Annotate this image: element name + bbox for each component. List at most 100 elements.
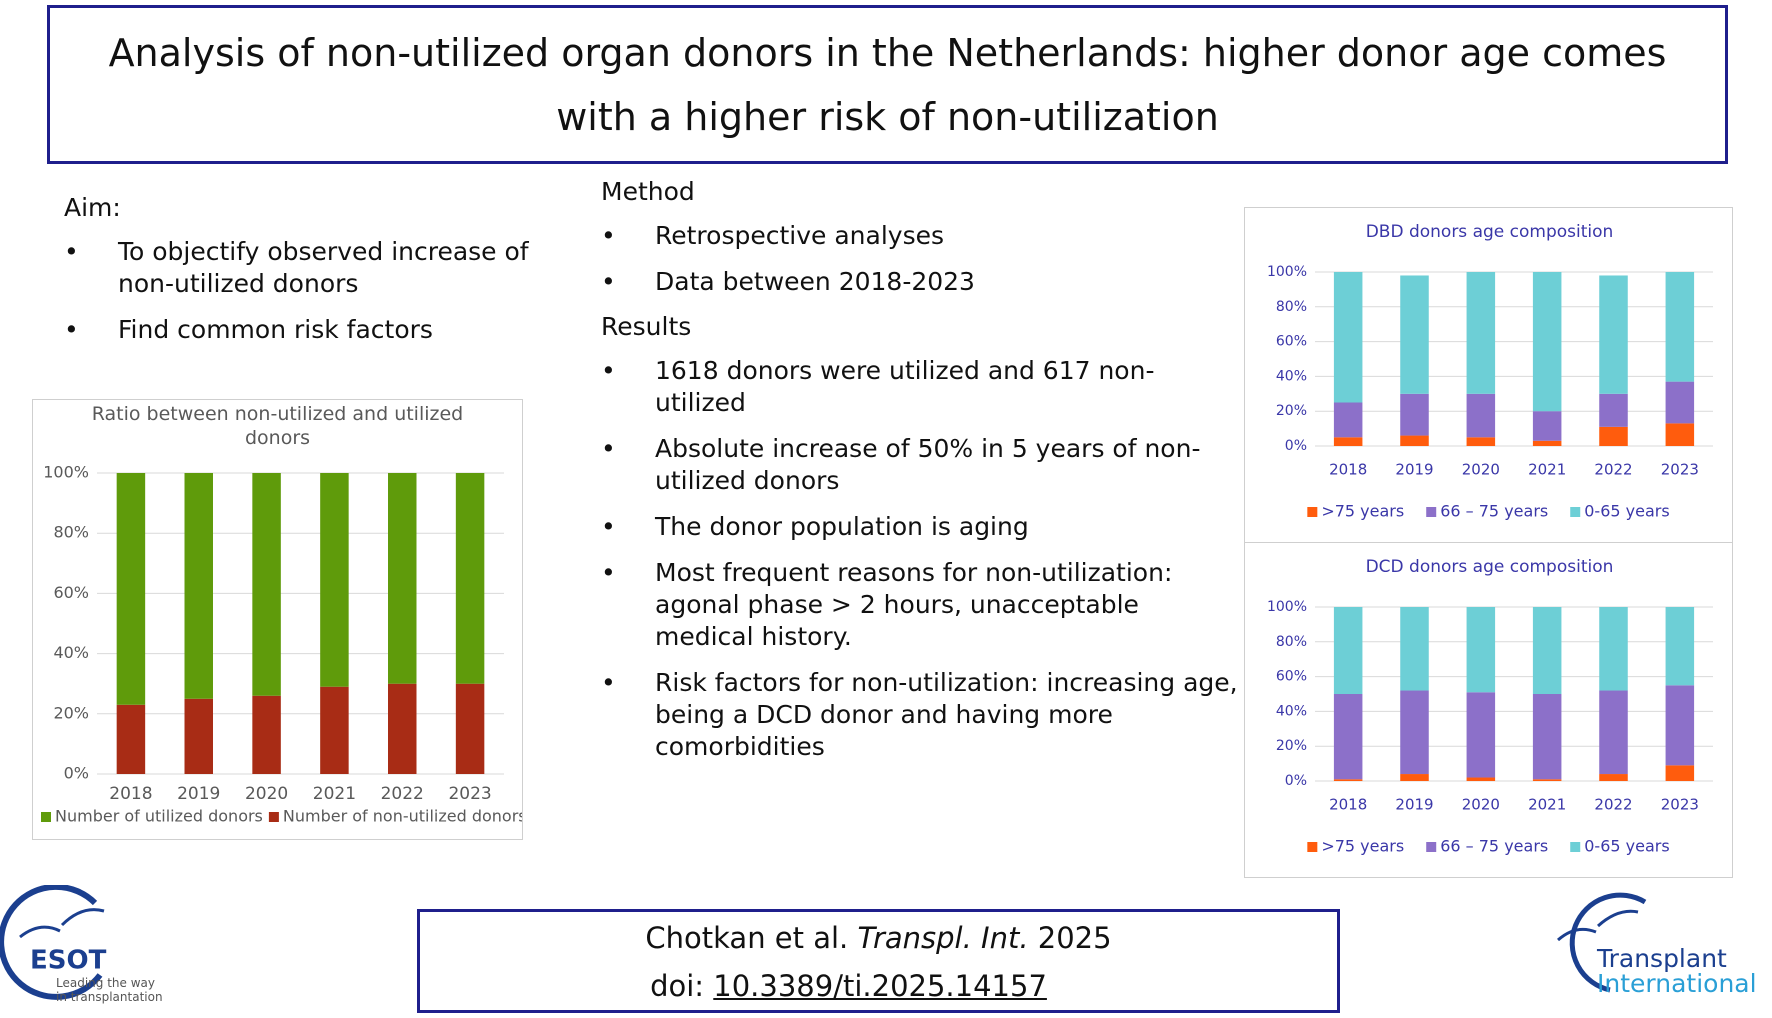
x-tick-label: 2021 — [313, 784, 356, 804]
x-tick-label: 2023 — [1661, 461, 1699, 479]
y-tick-label: 0% — [1285, 438, 1307, 454]
bar-segment — [1466, 607, 1496, 693]
y-tick-label: 60% — [53, 583, 89, 602]
bar-segment — [455, 473, 485, 684]
logo-arc — [1569, 892, 1647, 993]
x-tick-label: 2020 — [245, 784, 288, 804]
bar-segment — [1466, 437, 1496, 446]
x-tick-label: 2022 — [381, 784, 424, 804]
y-tick-label: 40% — [1276, 368, 1307, 384]
method-list: Retrospective analyses Data between 2018-… — [601, 220, 1241, 298]
x-tick-label: 2019 — [1395, 461, 1433, 479]
x-tick-label: 2021 — [1528, 461, 1566, 479]
method-heading: Method — [601, 177, 695, 206]
bullet-item: Data between 2018-2023 — [601, 266, 1241, 298]
chart-title: DCD donors age composition — [1365, 557, 1614, 577]
x-tick-label: 2019 — [1395, 796, 1433, 814]
chart-svg: 0% 20% 40% 60% 80% 100% 2018 2019 2020 2021 2022 20… — [1267, 264, 1713, 521]
bullet-item: Retrospective analyses — [601, 220, 1241, 252]
citation-journal: Transpl. Int. — [857, 921, 1029, 955]
doi-label: doi: — [650, 969, 705, 1003]
method-results: Method Retrospective analyses Data betwee… — [601, 177, 1241, 763]
y-tick-label: 40% — [53, 643, 89, 662]
results-heading: Results — [601, 312, 692, 341]
legend-label: 0-65 years — [1584, 837, 1669, 856]
y-tick-label: 100% — [1267, 599, 1307, 615]
legend-label: Number of utilized donors — [55, 807, 263, 826]
dcd-chart: DCD donors age composition 0% 20% 40% 60% 80%… — [1244, 542, 1733, 878]
bar-segment — [1400, 607, 1429, 691]
bar-segment — [1400, 393, 1429, 436]
bar-segment — [1532, 272, 1562, 412]
x-tick-label: 2019 — [177, 784, 220, 804]
bar-segment — [1333, 402, 1363, 438]
bar-segment — [455, 683, 485, 774]
chart-title: DBD donors age composition — [1365, 222, 1614, 242]
x-tick-label: 2018 — [109, 784, 152, 804]
doi-link[interactable]: 10.3389/ti.2025.14157 — [713, 969, 1047, 1003]
legend-swatch — [268, 812, 279, 822]
x-tick-label: 2023 — [1661, 796, 1699, 814]
bar-segment — [252, 695, 281, 774]
bar-segment — [388, 473, 417, 684]
bullet-item: Most frequent reasons for non-utilizatio… — [601, 557, 1241, 653]
aim-section: Aim: To objectify observed increase of n… — [64, 193, 534, 346]
citation-authors: Chotkan et al. — [645, 921, 849, 955]
journal-logo: Transplant International — [1557, 892, 1757, 998]
y-tick-label: 80% — [53, 523, 89, 542]
poster-title: Analysis of non-utilized organ donors in… — [108, 30, 1667, 139]
bullet-item: To objectify observed increase of non-ut… — [64, 236, 534, 300]
aim-list: To objectify observed increase of non-ut… — [64, 236, 534, 346]
legend-label: 66 – 75 years — [1440, 502, 1548, 521]
x-tick-label: 2018 — [1329, 461, 1367, 479]
bullet-item: Risk factors for non-utilization: increa… — [601, 667, 1241, 763]
bar-segment — [1599, 393, 1628, 427]
x-tick-label: 2021 — [1528, 796, 1566, 814]
bar-segment — [1665, 381, 1695, 424]
y-tick-label: 60% — [1276, 334, 1307, 350]
bullet-item: Absolute increase of 50% in 5 years of n… — [601, 433, 1241, 497]
bar-segment — [1532, 779, 1562, 781]
bar-segment — [1532, 440, 1562, 446]
bar-segment — [1599, 275, 1628, 394]
logo-hands — [1557, 909, 1639, 942]
bar-segment — [1665, 607, 1695, 686]
esot-logo: ESOT Leading the way in transplantation — [0, 885, 163, 1004]
x-tick-label: 2022 — [1594, 796, 1632, 814]
y-tick-label: 20% — [1276, 738, 1307, 754]
x-tick-label: 2018 — [1329, 796, 1367, 814]
legend-label: Number of non-utilized donors — [283, 807, 522, 826]
bar-segment — [1333, 437, 1363, 446]
bar-segment — [1599, 774, 1628, 781]
bar-segment — [1400, 435, 1429, 446]
dbd-chart: DBD donors age composition 0% 20% 40% 60% 80%… — [1244, 207, 1733, 543]
doi-line: doi: 10.3389/ti.2025.14157 — [420, 962, 1337, 1010]
bar-segment — [1333, 779, 1363, 781]
legend-label: 66 – 75 years — [1440, 837, 1548, 856]
logo-hands — [19, 908, 105, 939]
y-tick-label: 40% — [1276, 703, 1307, 719]
y-tick-label: 0% — [1285, 773, 1307, 789]
logo-arc — [0, 885, 103, 1000]
y-tick-label: 80% — [1276, 299, 1307, 315]
legend-swatch — [1426, 842, 1437, 852]
aim-heading: Aim: — [64, 193, 121, 222]
bar-segment — [388, 683, 417, 774]
legend-swatch — [1426, 507, 1437, 517]
bar-segment — [252, 473, 281, 696]
chart-svg: 0% 20% 40% 60% 80% 100% 2018 2019 2020 2021 2022 20… — [1267, 599, 1713, 856]
bar-segment — [116, 473, 146, 705]
bar-segment — [1400, 275, 1429, 394]
bar-segment — [1333, 607, 1363, 694]
x-tick-label: 2020 — [1462, 796, 1500, 814]
y-tick-label: 100% — [1267, 264, 1307, 280]
y-tick-label: 60% — [1276, 669, 1307, 685]
x-tick-label: 2022 — [1594, 461, 1632, 479]
esot-tagline: Leading the way in transplantation — [56, 976, 163, 1004]
bar-segment — [1466, 272, 1496, 394]
bar-segment — [1400, 774, 1429, 781]
bar-segment — [184, 473, 213, 699]
bar-segment — [1333, 694, 1363, 780]
bar-segment — [1333, 272, 1363, 403]
legend-swatch — [1307, 842, 1318, 852]
